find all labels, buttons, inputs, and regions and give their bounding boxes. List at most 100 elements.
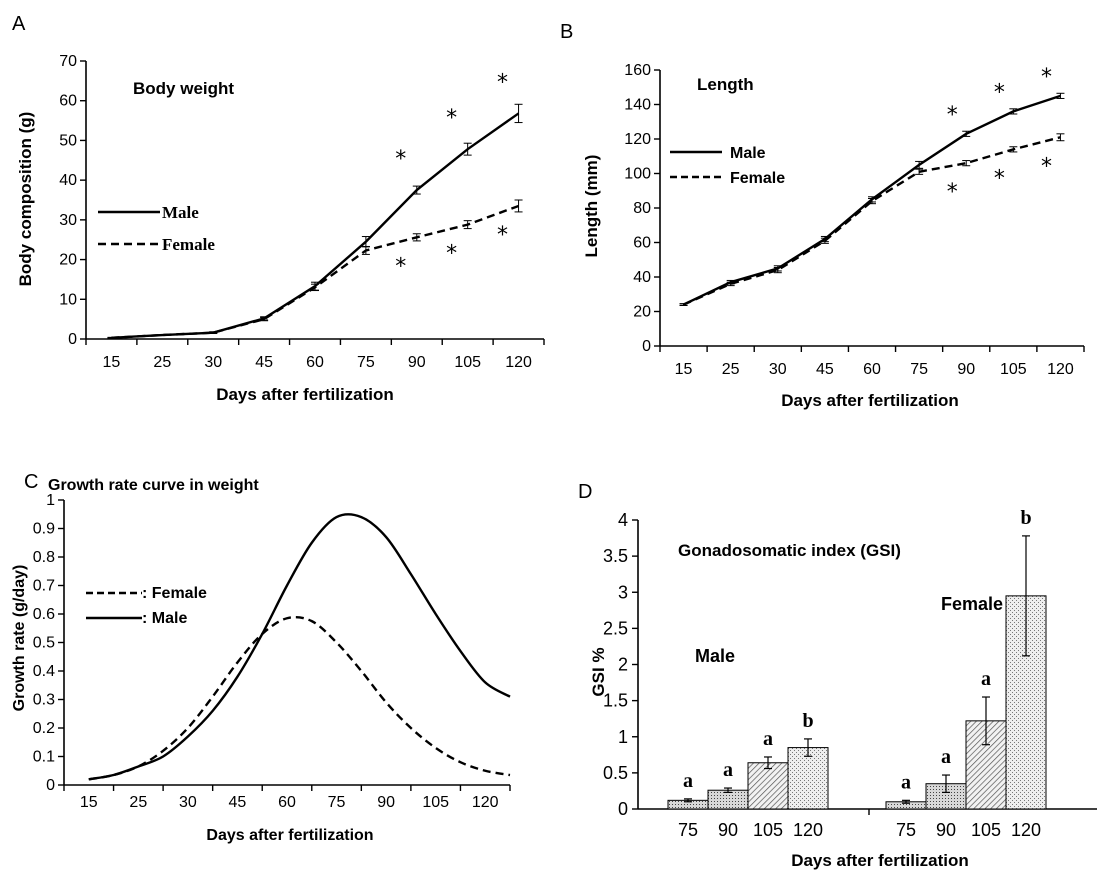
bar: [707, 789, 749, 810]
y-tick-label: 3.5: [603, 546, 628, 566]
y-tick-label: 1.5: [603, 691, 628, 711]
x-tick-label: 15: [675, 361, 693, 378]
panel-a-y-ticks: 0 10 20 30 40 50 60 70: [59, 53, 86, 348]
y-tick-label: 10: [59, 291, 77, 308]
y-tick-label: 140: [624, 97, 651, 114]
significance-star-female: *: [994, 166, 1005, 191]
panel-d-ylabel: GSI %: [589, 647, 608, 696]
panel-b-length: Length Length (mm) Days after fertilizat…: [582, 62, 1085, 410]
y-tick-label: 0: [46, 777, 55, 794]
x-tick-label: 120: [1011, 820, 1041, 840]
y-tick-label: 50: [59, 132, 77, 149]
panel-d-title: Gonadosomatic index (GSI): [678, 541, 901, 560]
significance-letter: a: [723, 759, 733, 781]
bar: [747, 762, 789, 810]
x-tick-label: 25: [129, 794, 147, 811]
y-tick-label: 4: [618, 510, 628, 530]
significance-star-male: *: [947, 103, 958, 128]
y-tick-label: 60: [633, 235, 651, 252]
x-tick-label: 45: [816, 361, 834, 378]
significance-letter: b: [802, 710, 813, 732]
x-tick-label: 90: [718, 820, 738, 840]
panel-c-ylabel: Growth rate (g/day): [11, 565, 28, 712]
x-tick-label: 105: [753, 820, 783, 840]
y-tick-label: 30: [59, 212, 77, 229]
y-tick-label: 0.4: [33, 663, 55, 680]
series-line-male: [111, 112, 520, 340]
y-tick-label: 20: [59, 252, 77, 269]
panel-c-title: Growth rate curve in weight: [48, 477, 259, 494]
x-tick-label: 75: [328, 794, 346, 811]
significance-star-male: *: [395, 147, 406, 172]
panel-d-group-female-label: Female: [941, 594, 1003, 614]
panel-letter-a: A: [12, 13, 26, 35]
panel-c-xlabel: Days after fertilization: [206, 827, 373, 844]
y-tick-label: 0.3: [33, 692, 55, 709]
y-tick-label: 0: [68, 331, 77, 348]
y-tick-label: 80: [633, 200, 651, 217]
bar: [787, 747, 829, 810]
x-tick-label: 15: [103, 354, 121, 371]
significance-letter: a: [763, 728, 773, 750]
y-tick-label: 0.1: [33, 749, 55, 766]
significance-letter: b: [1020, 507, 1031, 529]
bar: [925, 783, 967, 810]
y-tick-label: 0.2: [33, 720, 55, 737]
legend-c-male-label: : Male: [142, 610, 187, 627]
y-tick-label: 0: [618, 799, 628, 819]
panel-b-xlabel: Days after fertilization: [781, 391, 959, 410]
panel-c-growth-rate: Growth rate curve in weight Growth rate …: [11, 477, 511, 844]
panel-letter-b: B: [560, 21, 573, 43]
y-tick-label: 100: [624, 166, 651, 183]
x-tick-label: 60: [306, 354, 324, 371]
panel-d-group-male-label: Male: [695, 646, 735, 666]
significance-star-male: *: [446, 106, 457, 131]
panel-a-title: Body weight: [133, 79, 234, 98]
legend-b-female-label: Female: [730, 170, 785, 187]
significance-star-female: *: [947, 180, 958, 205]
y-tick-label: 0.8: [33, 549, 55, 566]
y-tick-label: 160: [624, 62, 651, 79]
panel-a-x-ticks: 15 25 30 45 60 75 90 105 120: [85, 339, 545, 371]
legend-c-female-label: : Female: [142, 585, 207, 602]
legend-a-male-label: Male: [162, 203, 199, 222]
panel-d-xlabel: Days after fertilization: [791, 851, 969, 870]
series-line-female: [683, 136, 1061, 306]
x-tick-label: 90: [377, 794, 395, 811]
panel-d-x-ticks: 75 90 105 120 75 90 105 120: [678, 809, 1041, 840]
x-tick-label: 25: [153, 354, 171, 371]
panel-b-legend: Male Female: [670, 145, 785, 187]
x-tick-label: 30: [179, 794, 197, 811]
panel-c-x-ticks: 15 25 30 45 60 75 90 105 120: [63, 785, 511, 811]
x-tick-label: 30: [204, 354, 222, 371]
panel-d-marks: a a a b a a a b: [637, 507, 1097, 810]
panel-b-ylabel: Length (mm): [582, 155, 601, 258]
panel-a-ylabel: Body composition (g): [16, 112, 35, 287]
y-tick-label: 120: [624, 131, 651, 148]
y-tick-label: 1: [618, 727, 628, 747]
x-tick-label: 120: [793, 820, 823, 840]
significance-letter: a: [941, 746, 951, 768]
x-tick-label: 90: [957, 361, 975, 378]
x-tick-label: 120: [505, 354, 532, 371]
x-tick-label: 105: [971, 820, 1001, 840]
series-line-male: [88, 513, 511, 781]
panel-b-marks: * * * * * *: [659, 65, 1084, 347]
legend-a-female-label: Female: [162, 235, 215, 254]
significance-letter: a: [683, 770, 693, 792]
significance-star-female: *: [497, 223, 508, 248]
significance-star-female: *: [446, 242, 457, 267]
y-tick-label: 20: [633, 304, 651, 321]
panel-c-y-ticks: 0 0.1 0.2 0.3 0.4 0.5 0.6 0.7 0.8 0.9 1: [33, 492, 64, 794]
panel-c-marks: [63, 500, 511, 786]
panel-a-body-weight: Body weight Body composition (g) Days af…: [16, 53, 545, 404]
x-tick-label: 75: [896, 820, 916, 840]
panel-b-y-ticks: 0 20 40 60 80 100 120 140 160: [624, 62, 660, 355]
y-tick-label: 0: [642, 338, 651, 355]
y-tick-label: 0.9: [33, 521, 55, 538]
panel-a-legend: Male Female: [98, 203, 215, 254]
series-line-female: [88, 615, 511, 781]
panel-d-y-ticks: 0 0.5 1 1.5 2 2.5 3 3.5 4: [603, 510, 638, 819]
panel-c-legend: : Female : Male: [86, 585, 207, 627]
y-tick-label: 2: [618, 655, 628, 675]
